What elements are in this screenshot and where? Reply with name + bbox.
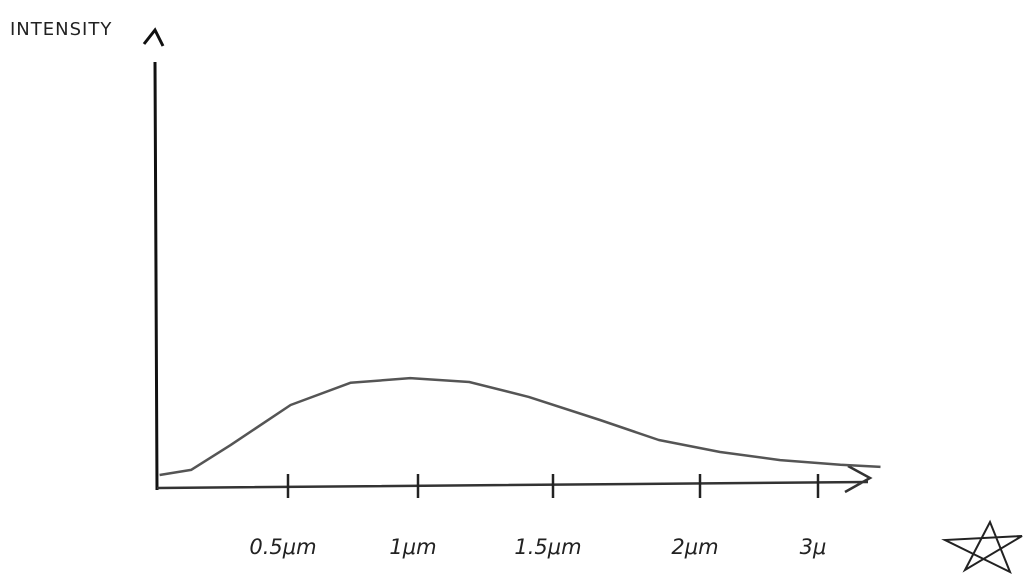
x-tick-label: 0.5μm (249, 535, 316, 559)
star-doodle (945, 522, 1022, 572)
y-axis (144, 30, 163, 490)
page: {"chart_data": {"type": "line", "y_label… (0, 0, 1026, 583)
x-tick-label: 2μm (671, 535, 718, 559)
data-line (160, 378, 881, 475)
x-tick-label: 1.5μm (514, 535, 581, 559)
chart: INTENSITY 0.5μm 1μm 1.5μm 2μm 3μ (0, 0, 1026, 583)
x-tick-label: 3μ (800, 535, 827, 559)
x-axis (157, 466, 870, 492)
y-axis-title: INTENSITY (10, 19, 112, 40)
x-tick-label: 1μm (389, 535, 436, 559)
